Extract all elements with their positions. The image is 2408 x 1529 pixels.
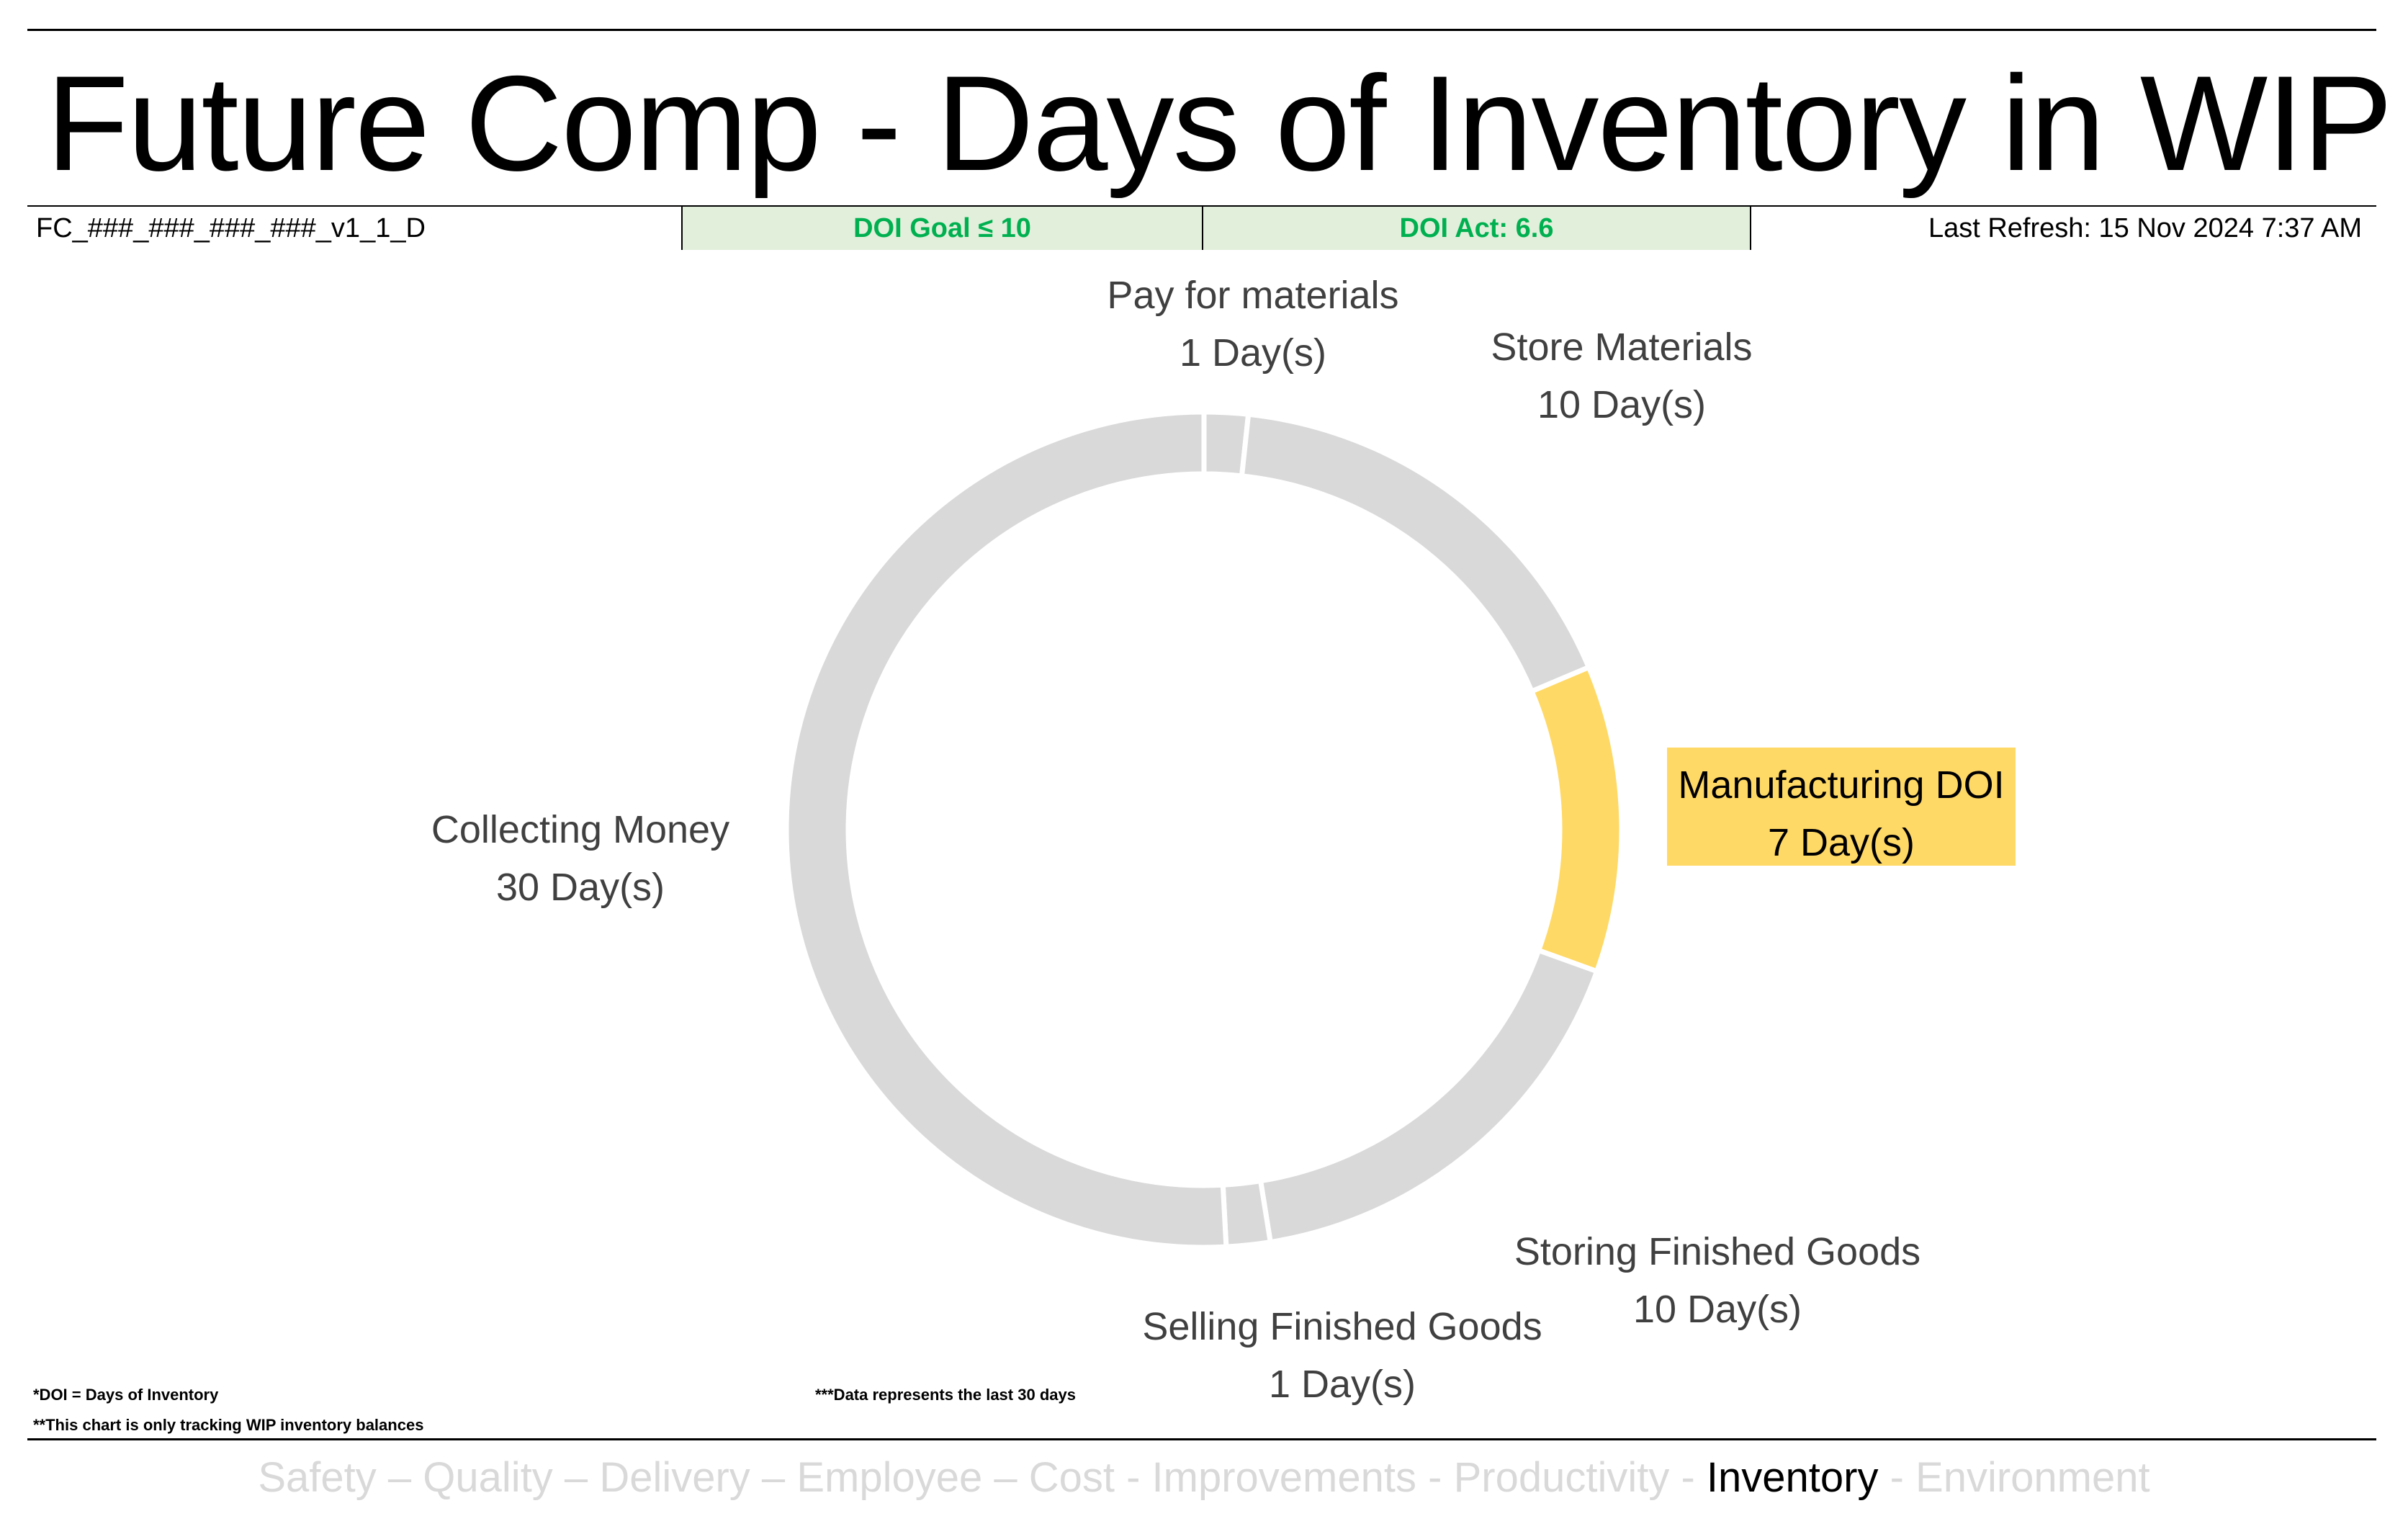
footnote-wip: **This chart is only tracking WIP invent… [33, 1416, 424, 1434]
value-label: 30 Day(s) [496, 866, 665, 909]
category-label: Pay for materials [1107, 274, 1398, 317]
chart-labels: Pay for materials 1 Day(s) Store Materials… [431, 274, 2016, 1406]
header-divider [27, 205, 2376, 207]
pillar-separator: – [376, 1454, 423, 1501]
slice-collecting-money[interactable] [783, 409, 1229, 1250]
slice-selling-finished-goods[interactable] [1220, 1178, 1274, 1250]
slice-manufacturing-doi[interactable] [1528, 663, 1625, 975]
category-label: Storing Finished Goods [1514, 1230, 1920, 1273]
pillar-separator: - [1669, 1454, 1707, 1501]
doi-actual-badge: DOI Act: 6.6 [1202, 207, 1751, 250]
top-divider [27, 29, 2376, 31]
category-label: Selling Finished Goods [1142, 1305, 1542, 1348]
value-label: 1 Day(s) [1269, 1363, 1416, 1406]
last-refresh: Last Refresh: 15 Nov 2024 7:37 AM [1928, 213, 2362, 243]
slice-storing-finished-goods[interactable] [1257, 947, 1601, 1245]
pillar-quality[interactable]: Quality [423, 1454, 553, 1501]
slice-store-materials[interactable] [1239, 411, 1592, 695]
category-label: Store Materials [1491, 326, 1752, 369]
pillar-environment[interactable]: Environment [1915, 1454, 2150, 1501]
pillar-separator: - [1416, 1454, 1454, 1501]
pillar-separator: - [1878, 1454, 1916, 1501]
pillar-separator: – [982, 1454, 1029, 1501]
pillar-inventory[interactable]: Inventory [1706, 1454, 1879, 1501]
doi-goal-badge: DOI Goal ≤ 10 [681, 207, 1202, 250]
pillar-cost[interactable]: Cost [1028, 1454, 1115, 1501]
pillar-separator: - [1115, 1454, 1152, 1501]
info-bar: FC_###_###_###_###_v1_1_D DOI Goal ≤ 10 … [27, 207, 2376, 251]
footnote-doi: *DOI = Days of Inventory [33, 1386, 219, 1404]
pillar-productivity[interactable]: Productivity [1453, 1454, 1670, 1501]
report-id: FC_###_###_###_###_v1_1_D [36, 213, 426, 243]
value-label: 10 Day(s) [1537, 383, 1706, 426]
highlight-label-background [1667, 748, 2016, 866]
pillar-improvements[interactable]: Improvements [1151, 1454, 1417, 1501]
pillar-safety[interactable]: Safety [258, 1454, 377, 1501]
pillar-delivery[interactable]: Delivery [599, 1454, 750, 1501]
value-label: 10 Day(s) [1633, 1288, 1802, 1331]
pillar-separator: – [552, 1454, 600, 1501]
page-title: Future Comp - Days of Inventory in WIP [46, 48, 2393, 199]
category-label: Collecting Money [431, 808, 729, 851]
category-label: Manufacturing DOI [1678, 763, 2004, 807]
pillar-employee[interactable]: Employee [796, 1454, 983, 1501]
pillar-separator: – [750, 1454, 797, 1501]
chart-slices [783, 409, 1625, 1250]
value-label: 1 Day(s) [1180, 331, 1326, 375]
pillar-nav: Safety – Quality – Delivery – Employee –… [0, 1449, 2408, 1507]
footnote-data-window: ***Data represents the last 30 days [815, 1386, 1076, 1404]
value-label: 7 Day(s) [1768, 821, 1915, 864]
bottom-divider [27, 1438, 2376, 1440]
